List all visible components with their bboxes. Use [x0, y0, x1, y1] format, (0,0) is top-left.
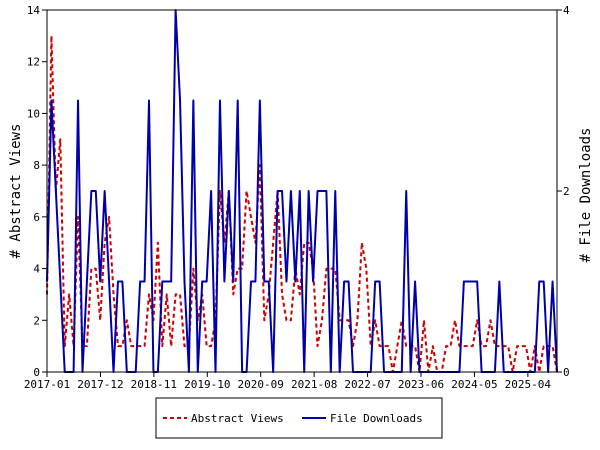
legend-box [155, 397, 443, 439]
y-left-tick-label: 14 [27, 4, 41, 17]
x-tick-label: 2020-09 [238, 378, 284, 391]
y-right-tick-label: 4 [563, 4, 570, 17]
x-tick-label: 2022-07 [344, 378, 390, 391]
x-tick-label: 2018-11 [131, 378, 177, 391]
legend-label-abstract-views: Abstract Views [191, 412, 284, 425]
y-left-tick-label: 4 [33, 263, 40, 276]
x-tick-label: 2025-04 [505, 378, 552, 391]
x-tick-label: 2019-10 [184, 378, 230, 391]
y-left-tick-label: 8 [33, 159, 40, 172]
legend: Abstract Views File Downloads [155, 397, 443, 439]
x-tick-label: 2024-05 [451, 378, 497, 391]
x-tick-label: 2017-01 [24, 378, 70, 391]
y-left-tick-label: 2 [33, 314, 40, 327]
y-right-tick-label: 2 [563, 185, 570, 198]
x-tick-label: 2017-12 [77, 378, 123, 391]
y-axis-right-title: # File Downloads [578, 128, 594, 263]
y-left-tick-label: 12 [27, 56, 40, 69]
y-axis-left-title: # Abstract Views [8, 124, 24, 259]
x-tick-label: 2021-08 [291, 378, 337, 391]
axis-layer: 0 2 4 6 8 10 12 14 0 2 4 2017-01 2017-12 2018-11 2019-… [24, 4, 570, 391]
y-left-tick-label: 10 [27, 107, 40, 120]
y-left-tick-label: 0 [33, 366, 40, 379]
legend-label-file-downloads: File Downloads [330, 412, 423, 425]
x-tick-label: 2023-06 [398, 378, 444, 391]
y-right-tick-label: 0 [563, 366, 570, 379]
y-left-tick-label: 6 [33, 211, 40, 224]
